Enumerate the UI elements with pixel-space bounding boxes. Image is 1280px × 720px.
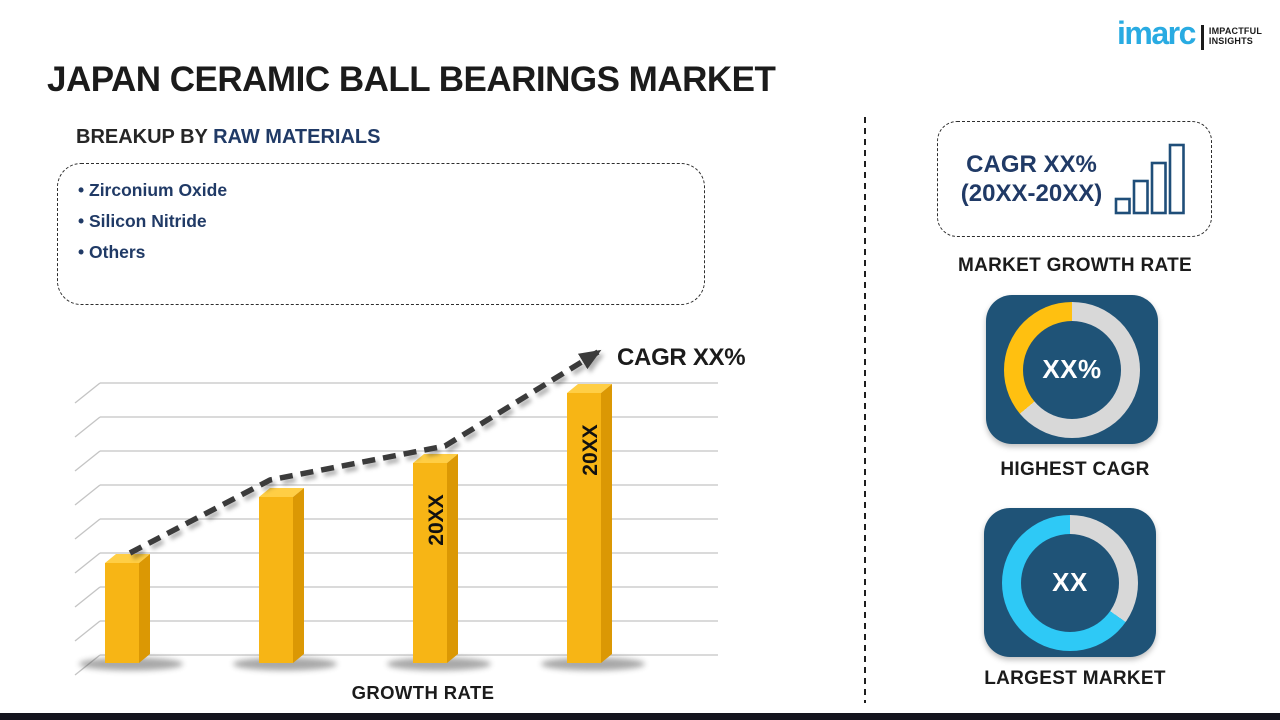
list-item: Others — [78, 237, 684, 268]
largest-market-caption: LARGEST MARKET — [984, 668, 1166, 689]
highest-cagr-value: XX% — [1023, 320, 1121, 419]
footer-bar — [0, 713, 1280, 720]
bar — [105, 554, 150, 663]
bar-label: 20XX — [579, 424, 602, 475]
raw-materials-box: Zirconium Oxide Silicon Nitride Others — [57, 163, 705, 305]
largest-market-donut: XX — [1002, 514, 1138, 651]
trend-arrow — [128, 349, 602, 556]
bar-label: 20XX — [425, 494, 448, 545]
bar — [259, 488, 304, 663]
breakup-heading-prefix: BREAKUP BY — [76, 126, 214, 148]
bar: 20XX — [567, 384, 612, 663]
vertical-divider — [864, 117, 866, 703]
logo-tagline: IMPACTFUL INSIGHTS — [1208, 26, 1263, 46]
cagr-box: CAGR XX% (20XX-20XX) — [937, 121, 1212, 237]
raw-materials-list: Zirconium Oxide Silicon Nitride Others — [78, 175, 684, 268]
cagr-box-text: CAGR XX% (20XX-20XX) — [960, 151, 1103, 207]
highest-cagr-donut: XX% — [1004, 301, 1140, 438]
imarc-wordmark: imarc — [1117, 15, 1196, 51]
market-growth-rate-caption: MARKET GROWTH RATE — [957, 255, 1193, 276]
page-title: JAPAN CERAMIC BALL BEARINGS MARKET — [47, 60, 776, 99]
largest-market-value: XX — [1021, 533, 1119, 632]
largest-market-tile: XX — [984, 508, 1156, 657]
highest-cagr-tile: XX% — [986, 295, 1158, 444]
logo-separator — [1200, 25, 1204, 50]
trend-label: CAGR XX% — [617, 344, 745, 371]
gridlines — [74, 382, 718, 676]
imarc-logo: imarc IMPACTFUL INSIGHTS — [1117, 16, 1262, 50]
highest-cagr-caption: HIGHEST CAGR — [1000, 459, 1150, 480]
breakup-heading: BREAKUP BY RAW MATERIALS — [76, 126, 380, 149]
bar: 20XX — [413, 454, 458, 663]
x-axis-label: GROWTH RATE — [352, 682, 495, 703]
list-item: Silicon Nitride — [78, 206, 684, 237]
growth-bars-icon — [1114, 143, 1186, 215]
breakup-heading-highlight: RAW MATERIALS — [213, 126, 381, 148]
bars: 20XX 20XX — [105, 384, 612, 663]
list-item: Zirconium Oxide — [78, 175, 684, 206]
